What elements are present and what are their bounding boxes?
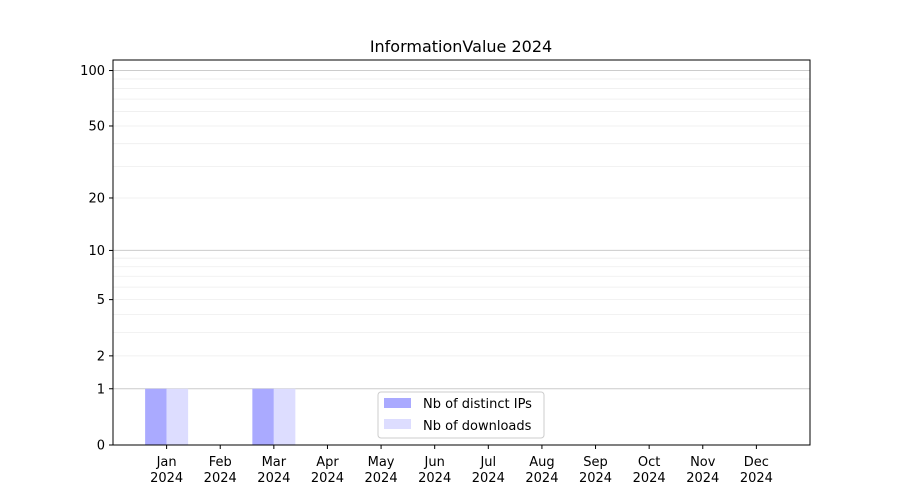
legend-frame [377, 391, 545, 439]
x-tick-label-month: Sep [583, 455, 608, 470]
x-tick-label-year: 2024 [472, 471, 505, 486]
legend-swatch-distinct-ips [384, 398, 411, 408]
bars [145, 388, 296, 445]
x-tick-label-month: Apr [316, 455, 339, 470]
y-tick-label: 0 [97, 439, 105, 454]
x-tick-label-month: Jun [424, 455, 445, 470]
x-tick-label-year: 2024 [579, 471, 612, 486]
x-tick-label-month: Jan [156, 455, 177, 470]
bar [273, 388, 296, 445]
x-axis: Jan2024Feb2024Mar2024Apr2024May2024Jun20… [150, 445, 773, 486]
y-tick-label: 5 [97, 293, 105, 308]
chart-title: InformationValue 2024 [370, 37, 552, 56]
x-tick-label-year: 2024 [365, 471, 398, 486]
y-tick-label: 1 [97, 382, 105, 397]
x-tick-label-month: May [368, 455, 395, 470]
x-tick-label-year: 2024 [740, 471, 773, 486]
x-tick-label-year: 2024 [257, 471, 290, 486]
x-tick-label-year: 2024 [418, 471, 451, 486]
x-tick-label-month: Feb [209, 455, 232, 470]
y-tick-label: 50 [88, 119, 105, 134]
legend-label-distinct-ips: Nb of distinct IPs [423, 397, 532, 412]
x-tick-label-year: 2024 [686, 471, 719, 486]
y-axis: 0 1 2 5 10 20 50 100 [80, 64, 113, 454]
x-tick-label-month: Nov [690, 455, 716, 470]
bar [252, 388, 274, 445]
plot-frame [112, 59, 811, 446]
x-tick-label-year: 2024 [633, 471, 666, 486]
x-tick-label-month: Dec [744, 455, 769, 470]
legend: Nb of distinct IPs Nb of downloads [377, 391, 545, 439]
bar [145, 388, 167, 445]
y-tick-label: 2 [97, 349, 105, 364]
x-tick-label-year: 2024 [150, 471, 183, 486]
x-tick-label-month: Aug [529, 455, 554, 470]
x-tick-label-year: 2024 [204, 471, 237, 486]
x-tick-label-month: Mar [262, 455, 287, 470]
x-tick-label-year: 2024 [311, 471, 344, 486]
legend-label-downloads: Nb of downloads [423, 419, 532, 434]
x-tick-label-year: 2024 [525, 471, 558, 486]
y-tick-label: 10 [88, 244, 105, 259]
x-tick-label-month: Jul [479, 455, 496, 470]
x-tick-label-month: Oct [638, 455, 660, 470]
bar [166, 388, 189, 445]
grid [113, 70, 810, 390]
y-tick-label: 100 [80, 64, 105, 79]
y-tick-label: 20 [88, 191, 105, 206]
legend-swatch-downloads [384, 419, 411, 429]
